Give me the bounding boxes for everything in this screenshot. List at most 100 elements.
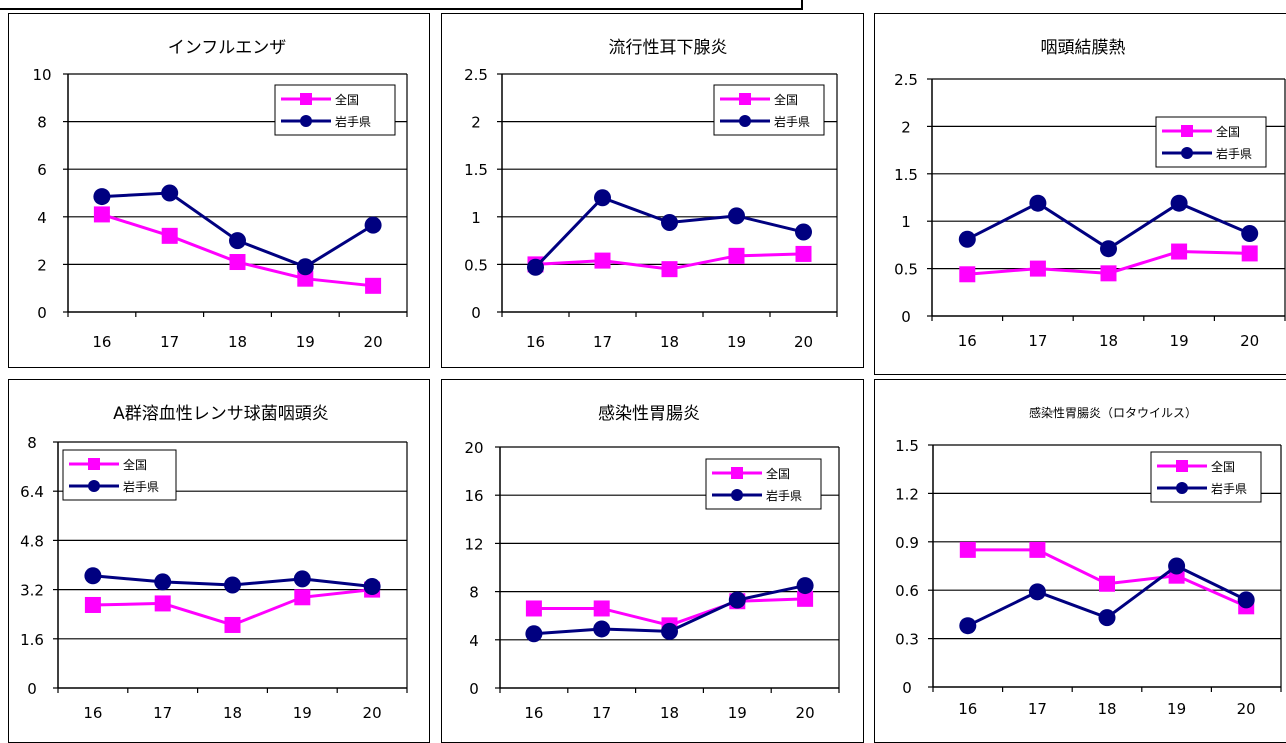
y-tick-label: 0.6 <box>895 582 919 600</box>
data-point-national <box>795 245 812 262</box>
x-tick-label: 19 <box>1167 700 1186 718</box>
y-tick-label: 0.3 <box>895 631 919 649</box>
chart-panel-pharyngoconjunctival-fever: 咽頭結膜熱 0 0.5 1 1.5 2 2.5 16 17 18 19 20 全国 岩手県 <box>874 13 1286 375</box>
data-point-national <box>84 596 101 613</box>
x-tick-label: 16 <box>958 700 977 718</box>
chart-title: 感染性胃腸炎 <box>598 404 700 424</box>
data-point-iwate <box>1241 225 1259 243</box>
y-tick-label: 10 <box>32 66 51 84</box>
y-tick-label: 1.2 <box>895 485 919 503</box>
data-point-iwate <box>363 578 381 596</box>
legend-label-national: 全国 <box>123 457 147 472</box>
data-point-iwate <box>224 576 241 594</box>
y-tick-label: 3.2 <box>20 582 44 600</box>
legend-label-iwate: 岩手県 <box>1211 481 1247 496</box>
data-point-iwate <box>1029 194 1047 212</box>
x-tick-label: 19 <box>296 333 315 351</box>
legend-label-national: 全国 <box>1216 124 1240 139</box>
data-point-iwate <box>1098 609 1116 627</box>
legend-marker-iwate <box>88 480 100 492</box>
x-tick-label: 20 <box>796 704 815 722</box>
chart-title: 咽頭結膜熱 <box>1041 38 1126 58</box>
x-tick-label: 16 <box>526 333 545 351</box>
y-tick-label: 0 <box>37 304 47 322</box>
legend-label-iwate: 岩手県 <box>774 114 810 129</box>
data-point-iwate <box>1170 194 1188 212</box>
data-point-national <box>797 590 814 607</box>
data-point-iwate <box>594 189 611 207</box>
y-tick-label: 2.5 <box>464 66 488 84</box>
y-tick-label: 1.5 <box>464 161 488 179</box>
x-tick-label: 20 <box>364 333 383 351</box>
data-point-iwate <box>728 207 745 225</box>
x-tick-label: 20 <box>1237 700 1256 718</box>
data-point-national <box>365 277 382 294</box>
y-tick-label: 0.5 <box>464 256 488 274</box>
data-point-iwate <box>364 216 382 234</box>
data-point-national <box>294 589 311 606</box>
x-tick-label: 18 <box>228 333 247 351</box>
legend-box <box>1155 116 1267 168</box>
legend-label-iwate: 岩手県 <box>766 488 802 503</box>
legend-label-iwate: 岩手県 <box>1216 146 1252 161</box>
legend-marker-national <box>1176 460 1188 472</box>
y-tick-label: 0 <box>471 304 481 322</box>
y-tick-label: 0 <box>901 308 911 326</box>
data-point-national <box>959 266 976 283</box>
data-point-national <box>1029 541 1046 558</box>
x-tick-label: 17 <box>1028 700 1047 718</box>
legend-box <box>713 84 825 136</box>
legend-label-national: 全国 <box>774 92 798 107</box>
x-tick-label: 17 <box>592 704 611 722</box>
data-point-national <box>525 600 542 617</box>
legend-marker-iwate <box>731 489 743 501</box>
data-point-iwate <box>229 232 246 250</box>
data-point-national <box>1241 245 1258 262</box>
chart-panel-influenza: インフルエンザ 0 2 4 6 8 10 16 17 18 19 20 全国 岩手県 <box>8 13 430 368</box>
data-point-iwate <box>1237 591 1255 609</box>
data-point-iwate <box>661 214 678 232</box>
legend-marker-national <box>739 93 751 105</box>
data-point-national <box>154 595 171 612</box>
legend-box <box>705 458 822 510</box>
y-tick-label: 6 <box>37 161 47 179</box>
data-point-national <box>229 254 246 271</box>
series-line-iwate <box>534 196 804 269</box>
x-tick-label: 17 <box>1028 332 1047 350</box>
data-point-iwate <box>661 622 678 640</box>
y-tick-label: 0 <box>902 679 912 697</box>
data-point-iwate <box>959 617 977 635</box>
data-point-national <box>593 600 610 617</box>
data-point-national <box>594 252 611 269</box>
data-point-iwate <box>795 223 812 241</box>
y-tick-label: 4 <box>469 632 479 650</box>
data-point-iwate <box>154 573 172 591</box>
data-point-national <box>1099 575 1115 592</box>
legend-marker-iwate <box>739 115 751 127</box>
x-tick-label: 20 <box>363 704 382 722</box>
chart-svg-strep-pharyngitis: A群溶血性レンサ球菌咽頭炎 0 1.6 3.2 4.8 6.4 8 16 17 18 19 20 全… <box>20 404 408 722</box>
y-tick-label: 12 <box>464 535 483 553</box>
chart-panel-mumps: 流行性耳下腺炎 0 0.5 1 1.5 2 2.5 16 17 18 19 20 全国 岩手県 <box>441 13 864 368</box>
data-point-national <box>1100 265 1117 282</box>
legend-marker-iwate <box>300 115 312 127</box>
chart-title: 流行性耳下腺炎 <box>609 38 728 58</box>
y-tick-label: 16 <box>464 487 483 505</box>
x-tick-label: 18 <box>1099 332 1118 350</box>
data-point-national <box>728 247 745 264</box>
y-tick-label: 4.8 <box>20 532 44 550</box>
y-tick-label: 1.5 <box>895 437 919 455</box>
data-point-iwate <box>293 570 311 588</box>
x-tick-label: 17 <box>153 704 172 722</box>
y-tick-label: 4 <box>37 209 47 227</box>
legend-box <box>62 449 177 501</box>
data-point-iwate <box>93 188 111 206</box>
legend-marker-national <box>300 93 312 105</box>
x-tick-label: 17 <box>593 333 612 351</box>
y-tick-label: 2 <box>37 256 47 274</box>
y-tick-label: 20 <box>464 439 483 457</box>
y-tick-label: 2.5 <box>894 71 918 89</box>
data-point-national <box>297 270 314 287</box>
